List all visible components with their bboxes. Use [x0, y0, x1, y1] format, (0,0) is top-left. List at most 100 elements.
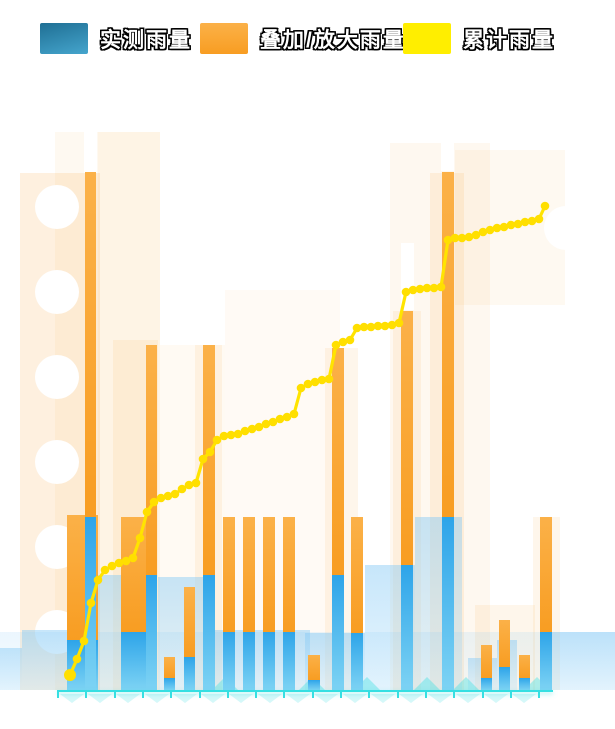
halo-notch [544, 206, 588, 250]
axis-reflection-icon [286, 694, 310, 703]
axis-reflection-icon [370, 694, 395, 703]
axis-tick [396, 692, 399, 698]
axis-reflection-icon [455, 694, 480, 703]
legend-item-amplified[interactable]: 叠加/放大雨量 [200, 23, 406, 54]
cumulative-swatch-icon [403, 23, 451, 54]
bar-measured-segment[interactable] [499, 667, 510, 690]
axis-tick [141, 692, 144, 698]
shadow-bar [22, 630, 67, 690]
axis-tick [424, 692, 427, 698]
bar-amplified-segment[interactable] [332, 348, 344, 575]
bar-measured-segment[interactable] [481, 678, 492, 690]
bar-measured-segment[interactable] [263, 632, 275, 690]
axis-tick [368, 692, 371, 698]
bar-amplified-segment[interactable] [540, 517, 552, 632]
axis-reflection-icon [87, 694, 112, 703]
cumulative-line-point [373, 321, 383, 331]
axis-reflection-icon [229, 694, 254, 703]
bar-measured-segment[interactable] [519, 678, 530, 690]
halo-notch [35, 440, 79, 484]
axis-reflection-icon [59, 694, 84, 703]
bar-amplified-segment[interactable] [243, 517, 255, 632]
bar-amplified-segment[interactable] [146, 345, 157, 575]
axis-tick [113, 692, 116, 698]
axis-tick [538, 692, 541, 698]
bar-amplified-segment[interactable] [519, 655, 530, 678]
axis-tick [311, 692, 314, 698]
legend-label-amplified: 叠加/放大雨量 [260, 28, 406, 52]
axis-reflection-icon [257, 694, 282, 703]
legend-label-cumulative: 累计雨量 [463, 28, 555, 52]
bar-amplified-segment[interactable] [223, 517, 235, 632]
axis-tick [170, 692, 173, 698]
bar-measured-segment[interactable] [184, 657, 195, 690]
axis-reflection-icon [399, 694, 424, 703]
axis-triangle-icon [453, 677, 479, 690]
axis-tick [57, 692, 59, 698]
bar-measured-segment[interactable] [401, 565, 413, 690]
bar-measured-segment[interactable] [351, 633, 363, 690]
bar-measured-segment[interactable] [223, 632, 235, 690]
halo-notch [35, 355, 79, 399]
shadow-bar [552, 632, 615, 690]
bar-amplified-segment[interactable] [263, 517, 275, 632]
halo-gap [401, 243, 414, 310]
legend-item-cumulative[interactable]: 累计雨量 [403, 23, 555, 54]
axis-reflection-icon [116, 694, 141, 703]
bar-amplified-segment[interactable] [481, 645, 492, 678]
axis-reflection-icon [314, 694, 339, 703]
halo-notch [35, 270, 79, 314]
axis-tick [198, 692, 201, 698]
x-axis [57, 690, 553, 692]
axis-reflection-icon [201, 694, 226, 703]
halo-notch [35, 185, 79, 229]
axis-reflection-icon [427, 694, 452, 703]
bar-amplified-segment[interactable] [308, 655, 320, 680]
cumulative-line-point [380, 321, 390, 331]
halo-gap [84, 130, 97, 173]
cumulative-line-point [345, 335, 355, 345]
legend-item-measured[interactable]: 实测雨量 [40, 23, 192, 54]
axis-tick [481, 692, 484, 698]
measured-swatch-icon [40, 23, 88, 54]
axis-tick [340, 692, 342, 698]
axis-reflection-icon [484, 694, 509, 703]
amplified-swatch-icon [200, 23, 248, 54]
bar-amplified-segment[interactable] [401, 311, 413, 565]
cumulative-line-point [352, 323, 362, 333]
bar-amplified-segment[interactable] [203, 345, 215, 575]
axis-reflection-icon [512, 694, 537, 703]
bar-measured-segment[interactable] [283, 632, 295, 690]
axis-tick [255, 692, 258, 698]
bar-amplified-segment[interactable] [499, 620, 510, 667]
axis-reflection-icon [172, 694, 197, 703]
bar-measured-segment[interactable] [540, 632, 552, 690]
bar-measured-segment[interactable] [308, 680, 320, 690]
cumulative-line-point [366, 322, 376, 332]
bar-measured-segment[interactable] [243, 632, 255, 690]
bar-measured-segment[interactable] [85, 517, 96, 690]
bar-amplified-segment[interactable] [164, 657, 175, 678]
axis-tick [509, 692, 512, 698]
bar-measured-segment[interactable] [442, 517, 454, 690]
legend-label-measured: 实测雨量 [100, 28, 192, 52]
halo-gap [441, 140, 454, 171]
bar-measured-segment[interactable] [146, 575, 157, 690]
axis-tick [283, 692, 286, 698]
bar-amplified-segment[interactable] [351, 517, 363, 633]
bar-amplified-segment[interactable] [184, 587, 195, 657]
bar-measured-segment[interactable] [164, 678, 175, 690]
axis-tick [85, 692, 88, 698]
axis-reflection-icon [342, 694, 367, 703]
axis-tick [453, 692, 456, 698]
cumulative-line-point [359, 322, 369, 332]
bar-measured-segment[interactable] [332, 575, 344, 690]
bar-amplified-segment[interactable] [283, 517, 295, 632]
bar-measured-segment[interactable] [203, 575, 215, 690]
axis-reflection-icon [144, 694, 169, 703]
shadow-bar [0, 648, 22, 690]
bar-amplified-segment[interactable] [442, 172, 454, 517]
bar-amplified-segment[interactable] [85, 172, 96, 517]
